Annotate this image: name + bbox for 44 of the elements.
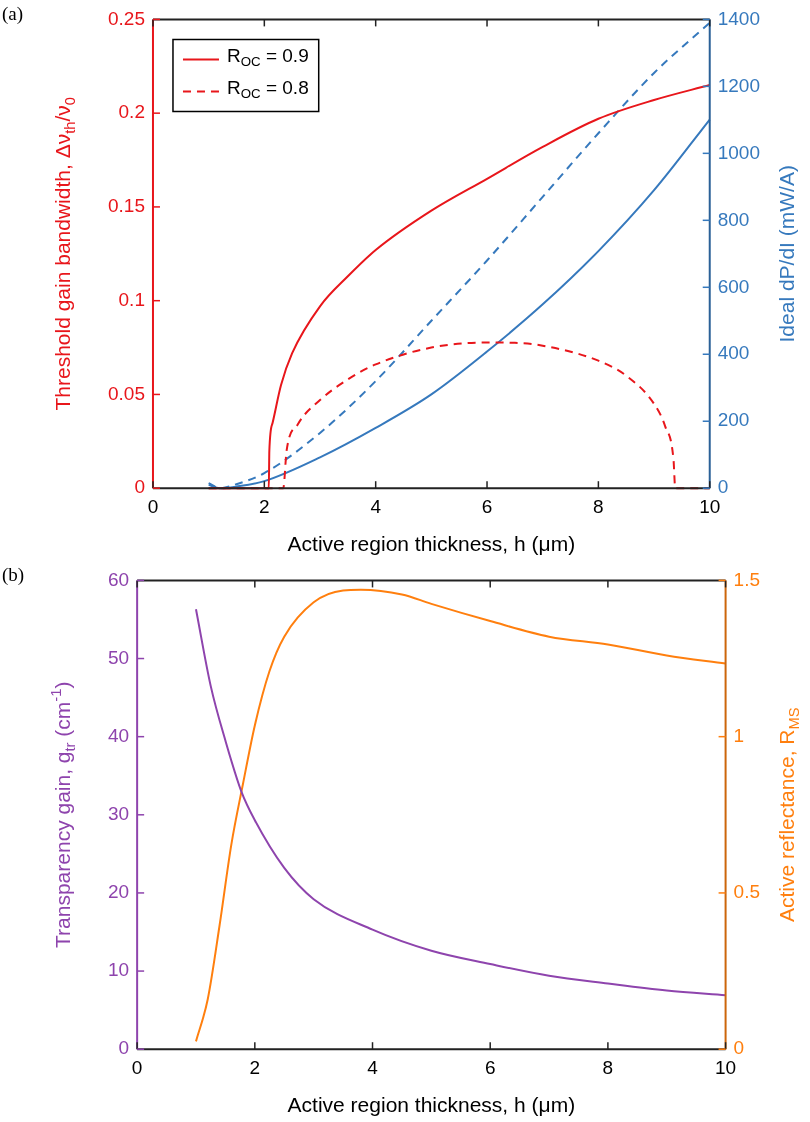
y2-tick-label: 600 — [717, 275, 750, 297]
y2-tick-label: 0 — [733, 1037, 745, 1059]
y-tick-label: 0 — [134, 476, 145, 498]
x-tick-label: 4 — [367, 1056, 379, 1078]
y-axis-title: Transparency gain, gtr (cm-1) — [48, 681, 78, 948]
y2-tick-label: 200 — [717, 409, 750, 431]
y-tick-label: 0.1 — [118, 288, 145, 310]
x-tick-label: 10 — [715, 1056, 737, 1078]
y-tick-label: 50 — [107, 646, 130, 668]
y-tick-label: 0.15 — [108, 195, 145, 217]
x-tick-label: 0 — [147, 495, 159, 517]
y2-tick-label: 1.5 — [733, 568, 761, 590]
x-tick-label: 10 — [699, 495, 721, 517]
y2-tick-label: 1400 — [717, 7, 761, 29]
x-axis-title: Active region thickness, h (μm) — [287, 531, 576, 555]
x-tick-label: 6 — [481, 495, 493, 517]
y2-axis-title: Ideal dP/dI (mW/A) — [774, 165, 798, 343]
y-tick-label: 20 — [107, 881, 130, 903]
y-tick-label: 40 — [107, 724, 130, 746]
x-tick-label: 2 — [249, 1056, 261, 1078]
chart-title: (a) — [2, 3, 24, 26]
y-tick-label: 0.2 — [118, 101, 145, 123]
y-tick-label: 10 — [107, 959, 130, 981]
y2-axis-title: Active reflectance, RMS — [774, 707, 802, 923]
y-tick-label: 0.25 — [108, 7, 145, 29]
y-tick-label: 30 — [107, 803, 130, 825]
y-tick-label: 0.05 — [108, 382, 145, 404]
y-axis-title: Threshold gain bandwidth, Δνth/ν0 — [50, 97, 78, 411]
x-tick-label: 6 — [484, 1056, 496, 1078]
y2-tick-label: 800 — [717, 208, 750, 230]
x-axis-title: Active region thickness, h (μm) — [287, 1092, 576, 1116]
x-tick-label: 4 — [370, 495, 382, 517]
y2-tick-label: 1 — [733, 724, 745, 746]
chart-title: (b) — [2, 564, 25, 587]
y2-tick-label: 400 — [717, 342, 750, 364]
x-tick-label: 2 — [259, 495, 270, 517]
y2-tick-label: 0 — [717, 476, 729, 498]
y-tick-label: 0 — [118, 1037, 130, 1059]
y-tick-label: 60 — [107, 568, 130, 590]
y2-tick-label: 1200 — [717, 74, 761, 96]
x-tick-label: 8 — [593, 495, 604, 517]
y2-tick-label: 0.5 — [733, 881, 761, 903]
y2-tick-label: 1000 — [717, 141, 761, 163]
x-tick-label: 8 — [602, 1056, 614, 1078]
